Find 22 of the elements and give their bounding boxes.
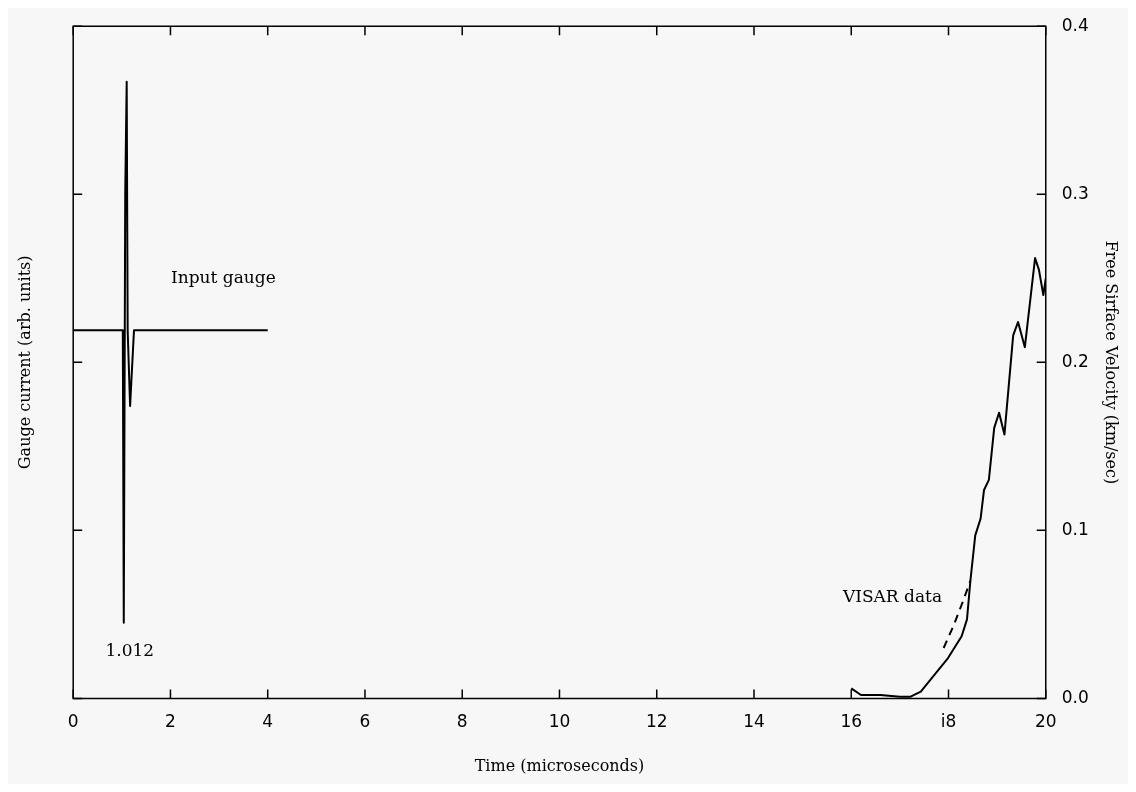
x-axis-title: Time (microseconds) [474, 755, 645, 775]
annotation: 1.012 [105, 639, 155, 660]
x-tick-label: 16 [840, 711, 863, 732]
x-tick-label: 10 [548, 711, 571, 732]
y-axis-title: Gauge current (arb. units) [14, 255, 34, 470]
x-tick-label: 2 [165, 711, 176, 732]
y-tick-label: 0.0 [1061, 686, 1089, 707]
x-tick-label: 4 [262, 711, 274, 732]
x-tick-label: 8 [456, 711, 468, 732]
y-tick-label: 0.4 [1061, 14, 1089, 35]
x-tick-label: 6 [359, 711, 371, 732]
x-tick-label: i8 [940, 711, 957, 732]
y2-axis-title: Free Sirface Velocity (km/sec) [1102, 240, 1122, 485]
x-tick-label: 20 [1034, 711, 1057, 732]
x-tick-label: 0 [67, 711, 79, 732]
y-tick-label: 0.1 [1061, 518, 1089, 539]
text: Input gauge [171, 266, 276, 287]
y-tick-label: 0.3 [1061, 182, 1089, 203]
x-tick-label: 12 [645, 711, 668, 732]
y-tick-label: 0.2 [1061, 350, 1089, 371]
x-tick-label: 14 [743, 711, 765, 732]
series-label: VISAR data [841, 586, 943, 607]
